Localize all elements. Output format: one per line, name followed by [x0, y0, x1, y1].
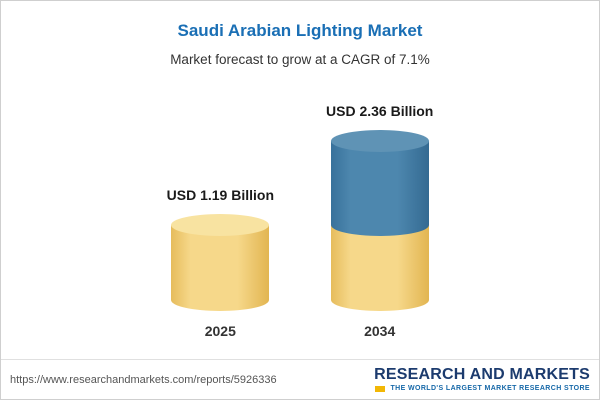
cylinder-2034 — [330, 130, 429, 311]
research-and-markets-logo: RESEARCH AND MARKETS THE WORLD'S LARGEST… — [374, 366, 590, 393]
chart-area: USD 1.19 Billion 2025 USD 2.36 Billion 2… — [1, 103, 599, 339]
value-label-2025: USD 1.19 Billion — [166, 187, 274, 204]
cylinder-segment-base-2025 — [171, 225, 270, 311]
cylinder-segment-growth-2034 — [330, 141, 429, 237]
report-url-link[interactable]: https://www.researchandmarkets.com/repor… — [10, 373, 277, 386]
chart-header: Saudi Arabian Lighting Market Market for… — [1, 1, 599, 67]
bar-group-2034: USD 2.36 Billion 2034 — [326, 103, 433, 339]
cylinder-segment-base-2034 — [330, 225, 429, 311]
cylinder-cap-2025 — [171, 214, 270, 237]
chart-subtitle: Market forecast to grow at a CAGR of 7.1… — [170, 52, 430, 67]
chart-title: Saudi Arabian Lighting Market — [177, 21, 423, 40]
value-label-2034: USD 2.36 Billion — [326, 103, 434, 120]
logo-wordmark: RESEARCH AND MARKETS — [374, 365, 590, 383]
cylinder-cap-2034 — [330, 130, 429, 153]
gold-block-icon — [375, 386, 386, 393]
category-label-2034: 2034 — [364, 323, 396, 339]
footer: https://www.researchandmarkets.com/repor… — [1, 359, 599, 399]
cylinder-2025 — [171, 214, 270, 311]
logo-tagline: THE WORLD'S LARGEST MARKET RESEARCH STOR… — [390, 385, 590, 393]
category-label-2025: 2025 — [204, 323, 236, 339]
bar-group-2025: USD 1.19 Billion 2025 — [167, 187, 274, 339]
logo-tagline-row: THE WORLD'S LARGEST MARKET RESEARCH STOR… — [374, 385, 590, 393]
